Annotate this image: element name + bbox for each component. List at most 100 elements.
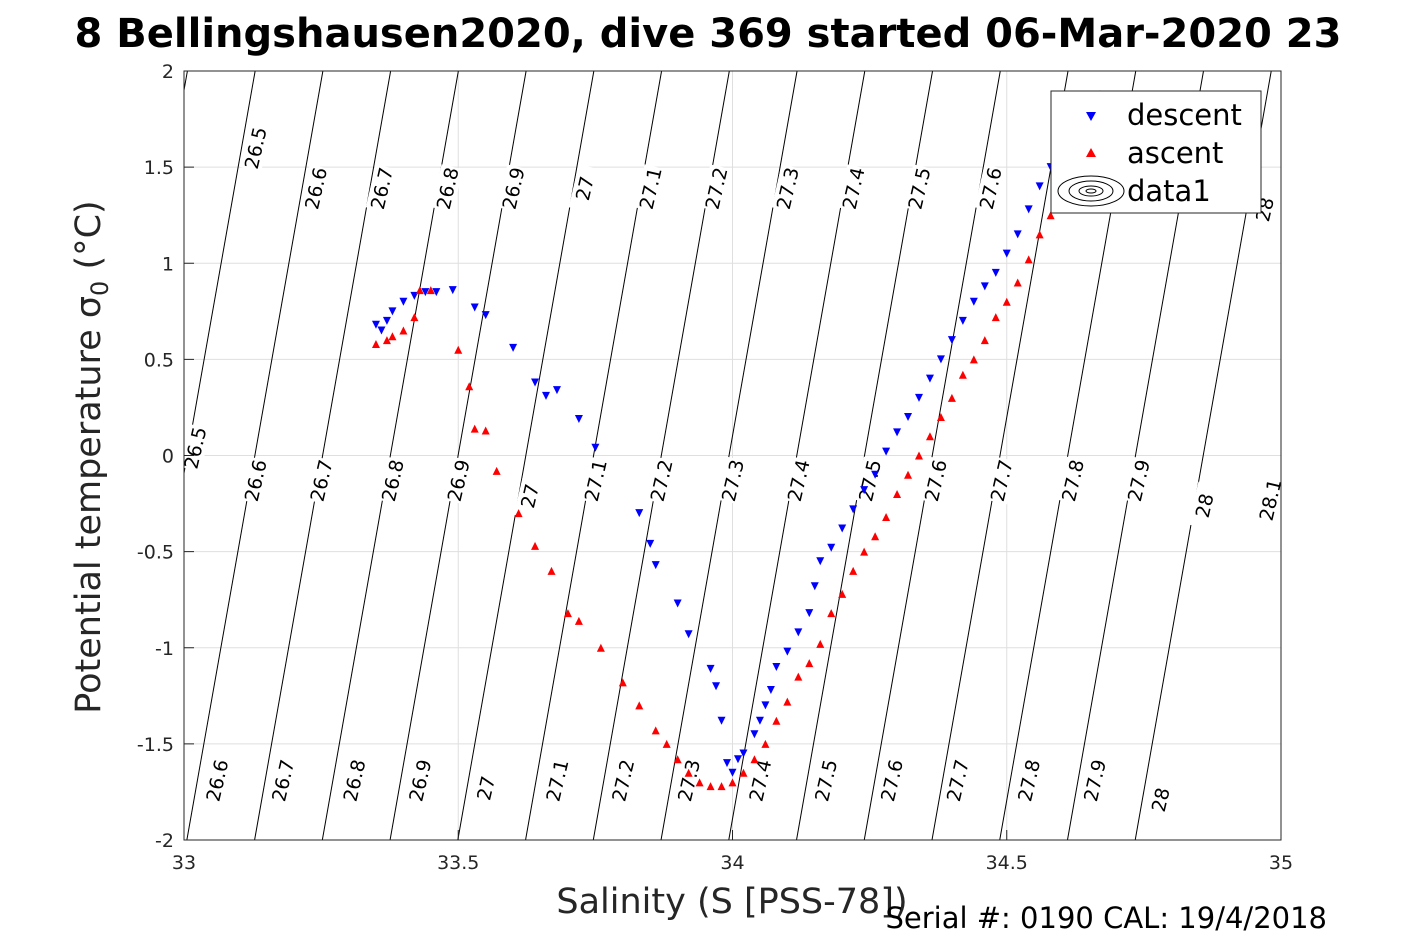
- contour-label: 26.7: [305, 456, 338, 505]
- ascent-point: [739, 768, 748, 777]
- contour-label-bg: [376, 456, 409, 505]
- contour-label-text: 26.6: [241, 458, 272, 504]
- legend-descent-label: descent: [1127, 98, 1242, 132]
- descent-point: [849, 505, 858, 514]
- contour-label-bg: [875, 756, 908, 805]
- contour-label-bg: [941, 756, 974, 805]
- contour-label-text: 28: [1192, 491, 1219, 520]
- legend-contour-marker: [1057, 175, 1125, 207]
- ascent-point: [399, 326, 408, 335]
- contour-label: 27.5: [903, 164, 935, 213]
- contour-label-bg: [201, 756, 233, 805]
- contour-label: 27.6: [974, 164, 1007, 213]
- descent-point: [925, 374, 934, 383]
- contour-labels: 26.5 26.6 26.7 26.8 26.9 27 27.1 27.2 27.3 27.4 27…: [179, 123, 1286, 824]
- contour-label: 27.4: [782, 456, 815, 505]
- descent-point: [816, 557, 825, 566]
- contour-label-bg: [645, 456, 677, 505]
- y-axis-label-symbol: σ: [69, 296, 109, 318]
- contour-label-bg: [607, 756, 639, 805]
- contour-label-text: 27.4: [784, 458, 815, 504]
- contour-label-bg: [267, 756, 299, 805]
- descent-point: [980, 282, 989, 291]
- descent-point: [958, 316, 967, 325]
- contour-label-bg: [1122, 456, 1155, 505]
- ascent-point: [783, 697, 792, 706]
- contour-label-bg: [985, 456, 1017, 505]
- contour-label-bg: [338, 756, 370, 805]
- descent-point: [421, 288, 430, 297]
- descent-point: [509, 343, 518, 352]
- contour-label-text: 27.5: [811, 758, 842, 804]
- contour-label: 27.3: [771, 164, 804, 213]
- ascent-point: [849, 566, 858, 575]
- contour-label-bg: [299, 164, 332, 213]
- descent-point: [706, 664, 715, 673]
- descent-series: [371, 163, 1055, 777]
- contour-label: 26.7: [267, 756, 299, 805]
- ascent-point: [750, 755, 759, 764]
- ascent-point: [1013, 278, 1022, 287]
- ascent-point: [684, 768, 693, 777]
- contour-label-text: 27.7: [943, 758, 974, 804]
- ascent-point: [410, 313, 419, 322]
- contour-label-text: 27.7: [987, 458, 1018, 504]
- ascent-point: [772, 716, 781, 725]
- contour-label-text: 26.5: [241, 125, 272, 171]
- descent-point: [1002, 249, 1011, 258]
- contour-label: 27.7: [985, 456, 1018, 505]
- contour-label-bg: [1056, 456, 1089, 505]
- contour-label-text: 26.9: [499, 165, 530, 211]
- ascent-point: [465, 382, 474, 391]
- legend-data1-label: data1: [1127, 174, 1211, 208]
- contour-label: 28: [1144, 775, 1176, 824]
- ascent-point: [936, 413, 945, 422]
- y-tick-label: -0.5: [137, 542, 174, 564]
- legend-ascent-marker: [1086, 148, 1096, 157]
- ascent-point: [415, 286, 424, 295]
- ascent-point: [454, 345, 463, 354]
- descent-point: [904, 413, 913, 422]
- contour-label-bg: [672, 756, 705, 805]
- contour-label: 27.1: [541, 756, 573, 805]
- contour-label-bg: [579, 456, 612, 505]
- ascent-point: [1046, 211, 1055, 220]
- contour-label: 27.6: [919, 456, 952, 505]
- contour-label-text: 26.6: [301, 165, 332, 211]
- contour-label-text: 27.6: [921, 458, 952, 504]
- ascent-point: [882, 513, 891, 522]
- descent-point: [838, 524, 847, 533]
- contour-label-text: 26.6: [202, 758, 233, 804]
- contour-label-text: 26.8: [433, 165, 464, 211]
- descent-point: [1024, 205, 1033, 214]
- contour-label: 26.8: [338, 756, 370, 805]
- contour-label-bg: [305, 456, 337, 505]
- ascent-point: [947, 393, 956, 402]
- contour-label-text: 26.5: [180, 425, 211, 471]
- contour-label-text: 27.9: [1124, 458, 1155, 504]
- contour-label-text: 26.9: [444, 458, 475, 504]
- descent-point: [882, 447, 891, 456]
- contour-label-text: 27.2: [608, 758, 639, 804]
- contour-label: 27.2: [700, 164, 732, 213]
- legend-box: [1050, 90, 1262, 214]
- contour-label-text: 27.3: [718, 458, 749, 504]
- ascent-point: [470, 424, 479, 433]
- descent-point: [761, 701, 770, 710]
- contour-label: 27.2: [607, 756, 639, 805]
- contour-label-bg: [716, 456, 749, 505]
- x-tick-label: 35: [1269, 852, 1293, 874]
- contour-label-text: 26.8: [378, 458, 409, 504]
- descent-point: [755, 716, 764, 725]
- descent-point: [481, 311, 490, 320]
- contour-label: 27.5: [810, 756, 842, 805]
- legend-descent-marker: [1086, 112, 1096, 121]
- contour-label-bg: [744, 756, 776, 805]
- contour-label-bg: [497, 164, 529, 213]
- ascent-point: [794, 672, 803, 681]
- y-tick-label: 0.5: [144, 349, 174, 371]
- ascent-point: [547, 566, 556, 575]
- y-axis-ticks: -2 -1.5 -1 -0.5 0 0.5 1 1.5 2: [137, 61, 194, 852]
- descent-point: [432, 288, 441, 297]
- contour-label-text: 27.4: [745, 758, 776, 804]
